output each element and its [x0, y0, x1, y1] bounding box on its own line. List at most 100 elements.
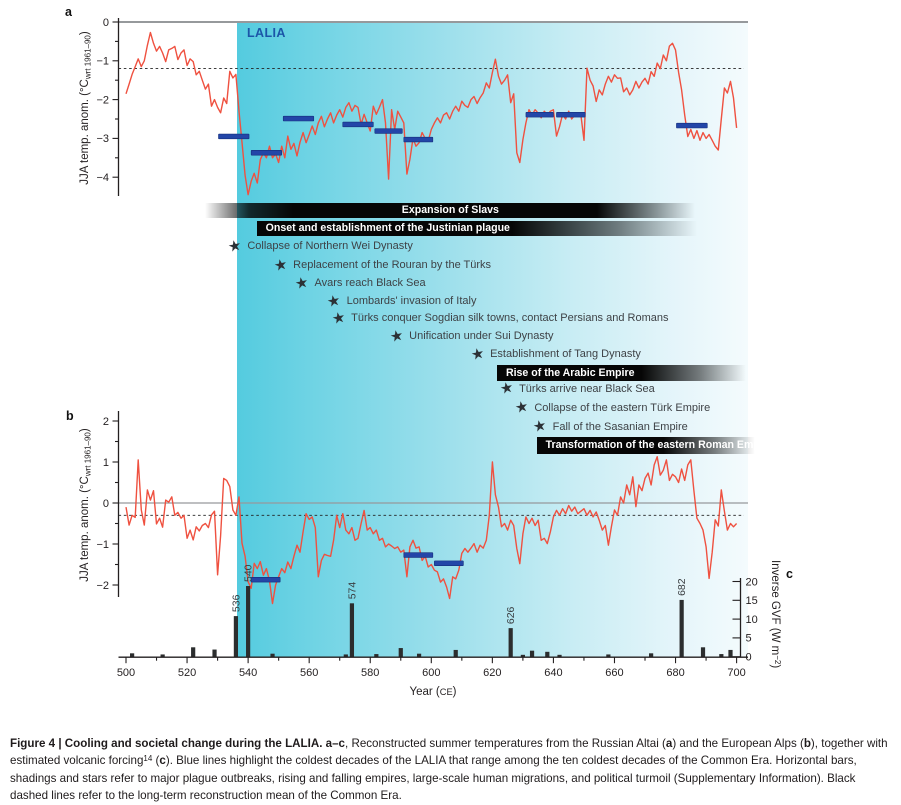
- cold-decade-bar: [556, 112, 586, 118]
- cold-decade-bar: [218, 133, 250, 140]
- y-tick-label: −1: [96, 56, 109, 68]
- panel-a-y-axis-label: JJA temp. anom. (°Cwrt 1961–90): [79, 31, 93, 185]
- y-tick-label: 2: [103, 416, 109, 428]
- cold-decade-bar: [342, 121, 374, 128]
- x-tick-label: 660: [605, 667, 623, 679]
- y-tick-label: −2: [96, 580, 109, 592]
- volcanic-forcing-bar: [520, 654, 525, 657]
- caption-text: ). Blue lines highlight the coldest deca…: [10, 754, 857, 803]
- volcanic-forcing-bar: [728, 649, 733, 657]
- volcanic-forcing-bar: [453, 649, 458, 657]
- panel-b-letter: b: [66, 409, 74, 423]
- volcanic-forcing-bar: [649, 653, 654, 657]
- x-tick-label: 700: [727, 667, 745, 679]
- gvf-label-text: Inverse GVF (W m: [769, 560, 781, 655]
- volcanic-forcing-bar: [416, 653, 422, 657]
- cold-decade-bar: [282, 115, 315, 122]
- x-tick-label: 500: [117, 667, 135, 679]
- volcanic-forcing-bar: [508, 628, 513, 657]
- cold-decade-bar: [434, 560, 464, 566]
- volcanic-forcing-bar: [160, 654, 165, 657]
- y-tick-label: 0: [103, 498, 109, 510]
- x-label-era: CE: [440, 687, 453, 697]
- x-label-close: ): [453, 686, 457, 698]
- cold-decade-bar: [676, 122, 708, 129]
- cold-decade-bar: [250, 150, 283, 156]
- x-tick-label: 520: [178, 667, 196, 679]
- volcanic-forcing-bar: [374, 654, 379, 657]
- volcanic-forcing-bar: [679, 599, 684, 657]
- cold-decade-bar: [250, 576, 281, 583]
- y-label-close: ): [79, 428, 91, 432]
- y-label-text: JJA temp. anom. (°C: [79, 79, 91, 185]
- x-tick-label: 640: [544, 667, 562, 679]
- x-tick-label: 560: [300, 667, 318, 679]
- volcanic-forcing-bar: [719, 654, 724, 657]
- y-tick-label: 0: [103, 17, 109, 29]
- y-label-subscript: wrt 1961–90: [84, 432, 93, 478]
- volcanic-forcing-bar: [270, 653, 275, 657]
- panel-a: 0 −1 −2 −3 −4: [96, 17, 748, 196]
- volcanic-forcing-bar: [246, 586, 251, 657]
- y-tick-label: −4: [96, 172, 109, 184]
- panel-b-y-axis-label: JJA temp. anom. (°Cwrt 1961–90): [79, 428, 93, 582]
- caption-bold-text: c: [159, 754, 166, 768]
- gvf-label-superscript: −2: [773, 655, 782, 665]
- caption-text: , Reconstructed summer temperatures from…: [345, 736, 666, 750]
- cold-decade-bar: [525, 112, 554, 118]
- volcanic-forcing-bar: [398, 648, 403, 657]
- y-label-text: JJA temp. anom. (°C: [79, 476, 91, 582]
- y-tick-label: −3: [96, 133, 109, 145]
- cold-decade-bar: [374, 128, 403, 134]
- caption-superscript: 14: [143, 753, 153, 763]
- y-tick-label: −2: [96, 94, 109, 106]
- volcanic-forcing-bar: [545, 651, 550, 657]
- caption-text: (: [152, 754, 160, 768]
- alps-temperature-line: [125, 456, 738, 605]
- volcanic-eruption-year-label: 540: [243, 564, 255, 582]
- gvf-tick-label: 5: [746, 633, 752, 645]
- caption-bold-text: Figure 4 | Cooling and societal change d…: [10, 736, 326, 750]
- figure-canvas: 0−1−2−3−4 210−1−2 0510152053654057462668…: [65, 5, 793, 698]
- x-axis: 500 520 540 560 580 600 620 640 660 680 700: [117, 656, 748, 679]
- cold-decade-bar: [403, 136, 434, 143]
- volcanic-forcing-bar: [557, 654, 562, 657]
- gvf-tick-label: 20: [746, 576, 758, 588]
- volcanic-eruption-year-label: 682: [676, 578, 688, 596]
- lalia-shading-region: [237, 21, 748, 658]
- x-tick-label: 580: [361, 667, 379, 679]
- volcanic-eruption-year-label: 626: [505, 606, 517, 624]
- caption-text: ) and the European Alps (: [672, 736, 804, 750]
- y-label-subscript: wrt 1961–90: [84, 35, 93, 81]
- x-tick-label: 680: [666, 667, 684, 679]
- x-label-text: Year (: [409, 686, 439, 698]
- y-tick-label: 1: [103, 457, 109, 469]
- volcanic-eruption-year-label: 536: [230, 594, 242, 612]
- gvf-label-close: ): [769, 664, 781, 668]
- volcanic-forcing-bar: [343, 654, 348, 657]
- volcanic-forcing-bar: [606, 654, 611, 657]
- panel-b: 2 1 0 −1 −2: [96, 411, 748, 605]
- caption-bold-text: b: [803, 736, 811, 750]
- figure-caption: Figure 4 | Cooling and societal change d…: [10, 735, 893, 805]
- x-tick-label: 600: [422, 667, 440, 679]
- volcanic-forcing-bar: [233, 616, 239, 657]
- panel-a-letter: a: [65, 5, 73, 19]
- volcanic-forcing-bar: [191, 647, 196, 657]
- caption-bold-text: a: [665, 736, 673, 750]
- caption-text: ), together with estimated volcanic forc…: [10, 736, 888, 768]
- altai-temperature-line: [125, 31, 738, 196]
- lalia-label: LALIA: [247, 26, 286, 40]
- cold-decade-bar: [403, 552, 434, 558]
- volcanic-forcing-bar: [529, 650, 535, 657]
- volcanic-forcing-bar: [130, 653, 135, 657]
- gvf-tick-label: 15: [746, 595, 758, 607]
- volcanic-eruption-year-label: 574: [346, 582, 358, 600]
- volcanic-forcing-bar: [700, 647, 706, 657]
- panel-c-letter: c: [786, 567, 793, 581]
- caption-bold-text: a–c: [325, 736, 345, 750]
- x-axis-label: Year (CE): [409, 686, 456, 698]
- volcanic-forcing-bar: [349, 603, 355, 657]
